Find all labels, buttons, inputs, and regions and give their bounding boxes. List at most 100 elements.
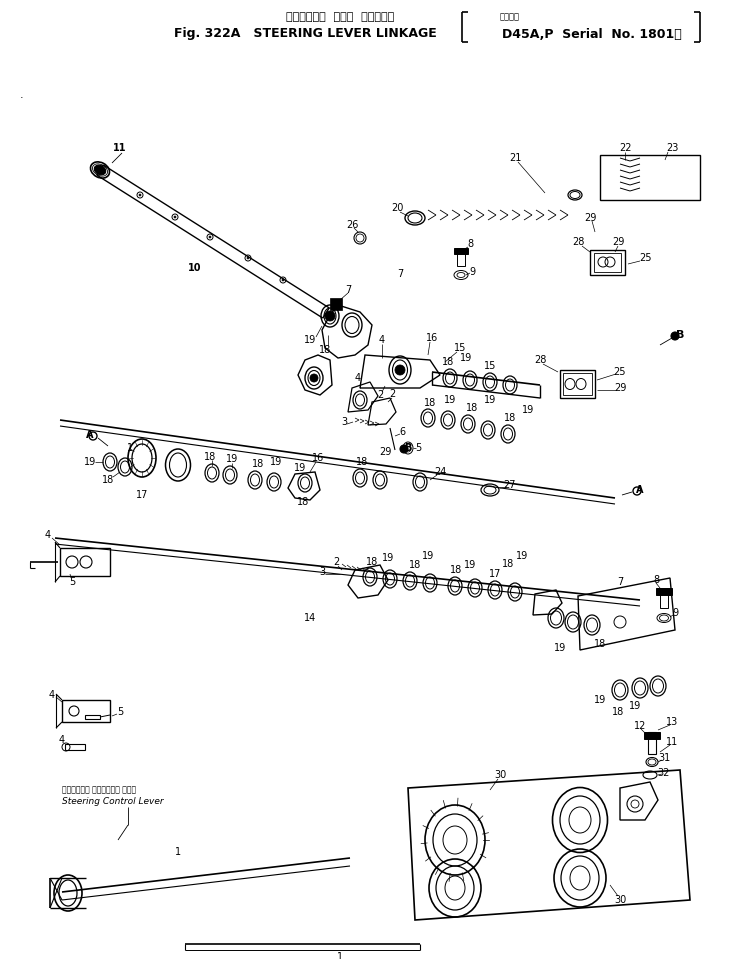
Text: Fig. 322A   STEERING LEVER LINKAGE: Fig. 322A STEERING LEVER LINKAGE (174, 28, 437, 40)
Text: 19: 19 (294, 463, 306, 473)
Text: A: A (637, 485, 644, 495)
Text: 31: 31 (658, 753, 670, 763)
Text: 7: 7 (617, 577, 623, 587)
Text: 28: 28 (572, 237, 584, 247)
Text: 18: 18 (442, 357, 454, 367)
Text: 18: 18 (612, 707, 624, 717)
Text: 23: 23 (666, 143, 678, 153)
Text: 18: 18 (366, 557, 378, 567)
Text: 18: 18 (450, 565, 462, 575)
Text: 19: 19 (516, 551, 528, 561)
Text: 16: 16 (312, 453, 324, 463)
Text: 29: 29 (612, 237, 624, 247)
Bar (648, 732, 656, 754)
Text: Steering Control Lever: Steering Control Lever (62, 798, 164, 807)
Text: 19: 19 (84, 457, 96, 467)
Text: 25: 25 (639, 253, 651, 263)
Text: 7: 7 (397, 269, 403, 279)
Text: 14: 14 (304, 613, 316, 623)
Text: 15: 15 (484, 361, 496, 371)
Text: 16: 16 (426, 333, 438, 343)
Circle shape (325, 311, 335, 321)
Circle shape (671, 332, 679, 340)
Text: 5: 5 (69, 577, 75, 587)
Text: 19: 19 (422, 551, 434, 561)
Text: 25: 25 (614, 367, 626, 377)
Text: 12: 12 (634, 721, 646, 731)
Text: 29: 29 (584, 213, 596, 223)
Circle shape (400, 445, 408, 453)
Text: 1: 1 (127, 443, 133, 453)
Text: 7: 7 (345, 285, 351, 295)
Text: 6: 6 (399, 427, 405, 437)
Text: 21: 21 (509, 153, 521, 163)
Text: 29: 29 (379, 447, 391, 457)
Text: 30: 30 (494, 770, 506, 780)
Bar (660, 588, 668, 608)
Text: 4: 4 (59, 735, 65, 745)
Text: 3: 3 (341, 417, 347, 427)
Text: 32: 32 (658, 768, 670, 778)
Bar (62, 700, 110, 722)
Text: 18: 18 (409, 560, 421, 570)
Text: 1: 1 (337, 952, 343, 959)
Text: 9: 9 (469, 267, 475, 277)
Text: 17: 17 (136, 490, 148, 500)
Text: 11: 11 (113, 143, 127, 153)
Text: 18: 18 (297, 497, 309, 507)
Text: 19: 19 (464, 560, 476, 570)
Text: 15: 15 (454, 343, 466, 353)
Text: 8: 8 (467, 239, 473, 249)
Text: 5: 5 (415, 443, 421, 453)
Text: 19: 19 (304, 335, 316, 345)
Bar (563, 373, 592, 395)
Text: 18: 18 (252, 459, 264, 469)
Text: 27: 27 (504, 480, 516, 490)
Text: 24: 24 (434, 467, 446, 477)
Text: 4: 4 (379, 335, 385, 345)
Bar (656, 588, 672, 595)
Text: B: B (676, 330, 684, 340)
Text: ステアリング コントロール レバー: ステアリング コントロール レバー (62, 785, 136, 794)
Bar (590, 250, 625, 275)
Circle shape (282, 279, 284, 281)
Text: 19: 19 (629, 701, 641, 711)
Text: 13: 13 (666, 717, 678, 727)
Text: 8: 8 (653, 575, 659, 585)
Text: 19: 19 (382, 553, 394, 563)
Ellipse shape (94, 165, 106, 175)
Text: ステアリング  レバー  リンケージ: ステアリング レバー リンケージ (286, 12, 394, 22)
Text: 18: 18 (466, 403, 478, 413)
Text: 19: 19 (226, 454, 238, 464)
Text: 9: 9 (672, 608, 678, 618)
Text: 19: 19 (484, 395, 496, 405)
Text: 18: 18 (504, 413, 516, 423)
Text: 19: 19 (460, 353, 472, 363)
Bar (594, 253, 621, 272)
Text: 4: 4 (355, 373, 361, 383)
Circle shape (310, 374, 318, 382)
Circle shape (395, 365, 405, 375)
Text: 29: 29 (614, 383, 626, 393)
Bar (454, 248, 468, 254)
Text: 18: 18 (319, 345, 331, 355)
Text: 2: 2 (333, 557, 339, 567)
Bar (330, 298, 342, 310)
Text: D45A,P  Serial  No. 1801～: D45A,P Serial No. 1801～ (502, 28, 682, 40)
Bar (60, 548, 110, 576)
Text: 18: 18 (424, 398, 436, 408)
Text: 4: 4 (45, 530, 51, 540)
Circle shape (209, 236, 211, 238)
Text: 3: 3 (319, 567, 325, 577)
Bar (560, 370, 595, 398)
Circle shape (247, 257, 249, 259)
Text: A: A (86, 430, 93, 440)
Text: 適用号機: 適用号機 (500, 12, 520, 21)
Text: B: B (404, 443, 412, 453)
Text: 19: 19 (594, 695, 606, 705)
Text: 2: 2 (389, 389, 395, 399)
Circle shape (174, 216, 176, 218)
Text: 11: 11 (666, 737, 678, 747)
Circle shape (139, 194, 141, 196)
Text: 17: 17 (489, 569, 502, 579)
